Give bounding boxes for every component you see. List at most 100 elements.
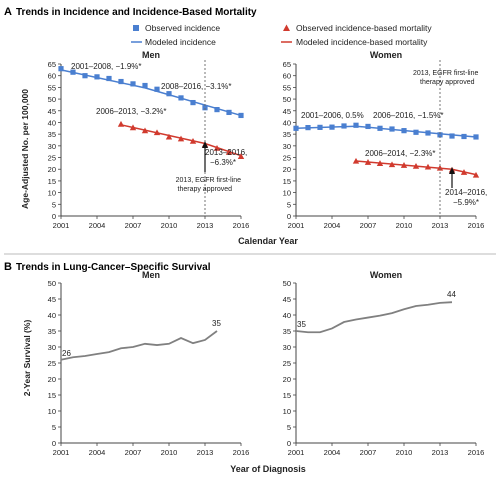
- a-men-y-tick-label: 45: [48, 107, 56, 116]
- a-men-y-tick-label: 50: [48, 95, 56, 104]
- b-men-y-tick-label: 40: [48, 311, 56, 320]
- panel-a-men: Men 0 5 10 15 20 25 30 35 40 45 50 55 60 65 2001 2004 200…: [48, 50, 250, 230]
- a-xlabel: Calendar Year: [238, 236, 298, 246]
- a-men-x-tick-label: 2010: [161, 221, 178, 230]
- b-women-y-tick-label: 10: [283, 407, 291, 416]
- a-men-incidence-point: [58, 66, 64, 72]
- a-men-mortality-point: [129, 124, 137, 131]
- a-women-annotation-mortality-2b: −5.9%*: [453, 198, 479, 207]
- a-women-annotation-mortality-1: 2006–2014, −2.3%*: [365, 149, 436, 158]
- a-women-mortality-point: [400, 162, 408, 168]
- a-women-egfr-label-2: therapy approved: [420, 79, 475, 86]
- a-women-title: Women: [370, 50, 402, 60]
- a-women-mortality-point: [424, 163, 432, 170]
- a-men-annotation-mortality-2b: −6.3%*: [210, 158, 236, 167]
- a-women-y-tick-label: 65: [283, 60, 291, 69]
- a-women-y-tick-label: 0: [287, 212, 291, 221]
- b-men-y-tick-label: 30: [48, 343, 56, 352]
- a-men-mortality-point: [141, 127, 149, 134]
- a-women-mortality-point: [460, 169, 468, 175]
- a-women-x-tick-label: 2004: [324, 221, 341, 230]
- a-men-incidence-point: [202, 105, 208, 111]
- legend-observed-incidence-label: Observed incidence: [145, 23, 220, 33]
- a-men-incidence-point: [214, 107, 220, 113]
- b-men-survival-line: [60, 330, 218, 361]
- a-women-mortality-point: [376, 160, 384, 166]
- a-women-incidence-point: [377, 125, 383, 131]
- a-men-y-tick-label: 35: [48, 130, 56, 139]
- a-ylabel: Age-Adjusted No. per 100,000: [20, 89, 30, 209]
- a-men-title: Men: [142, 50, 160, 60]
- a-men-y-tick-label: 30: [48, 142, 56, 151]
- section-a-letter: A: [4, 6, 12, 18]
- a-men-x-tick-label: 2013: [197, 221, 214, 230]
- a-women-y-tick-label: 35: [283, 130, 291, 139]
- a-women-incidence-point: [389, 126, 395, 132]
- panel-a-women: Women 0 5 10 15 20 25 30 35 40 45 50 55 60 65 2001 2004 2…: [283, 50, 488, 230]
- a-women-incidence-point: [305, 125, 311, 131]
- a-men-incidence-point: [178, 95, 184, 101]
- a-women-incidence-point: [437, 132, 443, 138]
- b-men-title: Men: [142, 270, 160, 280]
- a-men-y-tick-label: 5: [52, 200, 56, 209]
- b-women-y-tick-label: 0: [287, 439, 291, 448]
- b-men-y-tick-label: 0: [52, 439, 56, 448]
- b-women-survival-line: [295, 301, 453, 334]
- panel-b-women: Women 0 5 10 15 20 25 30 35 40 45 50 2001 2004 2007 201…: [283, 270, 485, 457]
- a-men-incidence-point: [118, 78, 124, 85]
- a-women-y-tick-label: 5: [287, 200, 291, 209]
- section-b-title: Trends in Lung-Cancer–Specific Survival: [16, 262, 211, 273]
- a-men-x-tick-label: 2001: [53, 221, 70, 230]
- a-men-annotation-incidence-1: 2001–2008, −1.9%*: [71, 62, 142, 71]
- a-men-mortality-point: [237, 153, 245, 159]
- a-men-y-tick-label: 25: [48, 154, 56, 163]
- a-men-incidence-point: [82, 73, 88, 79]
- a-women-x-tick-label: 2007: [360, 221, 377, 230]
- b-women-start-label: 35: [297, 320, 306, 329]
- b-women-x-tick-label: 2016: [468, 448, 485, 457]
- a-women-egfr-label-1: 2013, EGFR first-line: [413, 70, 478, 77]
- b-men-y-tick-label: 35: [48, 327, 56, 336]
- b-men-y-tick-label: 50: [48, 279, 56, 288]
- a-women-incidence-point: [317, 124, 323, 130]
- legend-observed-incidence-marker: [133, 25, 139, 31]
- b-women-y-tick-label: 35: [283, 327, 291, 336]
- a-men-annotation-mortality-2: 2013–2016,: [205, 148, 247, 157]
- a-men-incidence-point: [238, 112, 244, 119]
- a-men-incidence-point: [70, 69, 76, 75]
- b-men-y-tick-label: 15: [48, 391, 56, 400]
- a-women-annotation-mortality-2: 2014–2016,: [445, 188, 487, 197]
- a-women-incidence-point: [449, 133, 455, 139]
- a-women-y-tick-label: 25: [283, 154, 291, 163]
- a-women-y-tick-label: 10: [283, 189, 291, 198]
- section-a-title: Trends in Incidence and Incidence-Based …: [16, 7, 257, 18]
- a-women-x-tick-label: 2013: [432, 221, 449, 230]
- a-women-x-tick-label: 2016: [468, 221, 485, 230]
- a-women-y-tick-label: 45: [283, 107, 291, 116]
- b-men-x-tick-label: 2007: [125, 448, 142, 457]
- a-men-incidence-point: [226, 109, 232, 116]
- b-men-end-label: 35: [212, 319, 221, 328]
- a-men-y-tick-label: 10: [48, 189, 56, 198]
- a-men-mortality-point: [153, 129, 161, 136]
- a-women-x-tick-label: 2001: [288, 221, 305, 230]
- a-men-mortality-point: [189, 137, 197, 144]
- b-men-y-tick-label: 10: [48, 407, 56, 416]
- a-women-incidence-point: [473, 134, 479, 140]
- a-men-incidence-point: [166, 91, 172, 97]
- b-men-start-label: 26: [62, 349, 71, 358]
- b-women-y-tick-label: 45: [283, 295, 291, 304]
- a-women-incidence-point: [461, 133, 467, 140]
- a-men-incidence-point: [154, 86, 160, 92]
- b-men-y-tick-label: 5: [52, 423, 56, 432]
- a-women-mortality-point: [364, 159, 372, 165]
- legend: Observed incidence Modeled incidence Obs…: [131, 23, 432, 47]
- section-b-letter: B: [4, 261, 12, 273]
- a-women-annotation-incidence-1: 2001–2006, 0.5%: [301, 111, 364, 120]
- b-men-x-tick-label: 2004: [89, 448, 106, 457]
- a-women-y-tick-label: 15: [283, 177, 291, 186]
- b-women-x-tick-label: 2001: [288, 448, 305, 457]
- a-men-mortality-point: [225, 148, 233, 155]
- a-women-y-tick-label: 30: [283, 142, 291, 151]
